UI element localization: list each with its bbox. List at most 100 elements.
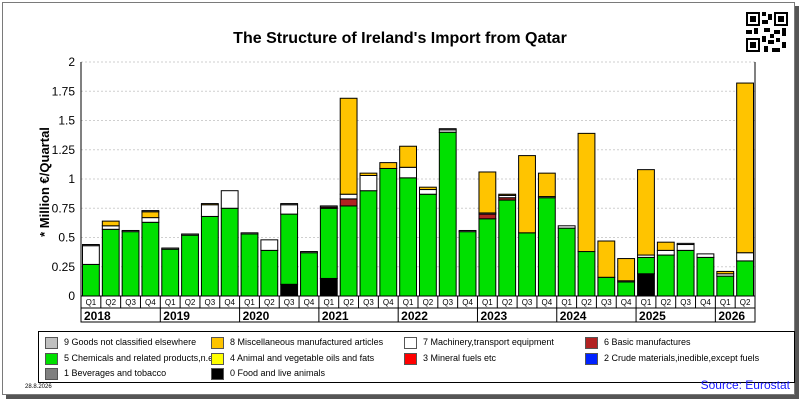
bar-segment [458,231,477,297]
x-tick-label: Q3 [522,298,533,307]
bar-segment [518,232,536,297]
bar-segment [82,245,100,265]
legend-item: 7 Machinery,transport equipment [404,336,554,349]
bar-segment [339,198,358,207]
bar-segment [419,186,437,191]
year-label: 2018 [84,309,111,323]
y-tick-label: 0.25 [52,260,76,274]
bar-segment [82,263,100,297]
year-label: 2019 [163,309,190,323]
bar-segment [696,256,715,297]
bar-segment [676,249,695,297]
bar-segment [676,244,695,251]
bar-segment [478,213,497,220]
bar-segment [339,97,358,195]
y-tick-label: 0 [68,289,75,303]
bar-segment [200,203,219,206]
bar-segment [359,190,378,297]
bar-segment [438,128,457,131]
bar-segment [161,248,180,297]
x-tick-label: Q2 [105,298,116,307]
bar-segment [637,169,655,256]
legend-swatch [211,336,224,349]
bar-segment [359,172,378,176]
x-tick-label: Q4 [462,298,473,307]
bar-segment [200,204,219,217]
bar-segment [696,253,715,258]
x-tick-labels: Q1 Q2 Q3 Q4 Q1 Q2 Q3 Q4 Q1 Q2 Q3 Q4 Q1 Q2 Q3 Q4 Q1 Q2 Q3 Q4… [80,295,756,309]
bar-segment [101,220,120,227]
legend-swatch [404,352,417,365]
bar-segment [399,166,418,179]
bar-segment [260,249,279,297]
bar-segment [141,210,160,213]
legend-item: 1 Beverages and tobacco [45,367,166,380]
bar-segment [656,249,675,256]
legend-swatch [45,367,58,380]
x-tick-label: Q3 [284,298,295,307]
legend-label: 6 Basic manufactures [604,337,691,347]
bar-segment [280,283,299,297]
x-tick-label: Q2 [502,298,513,307]
qr-code-icon [746,12,788,52]
bar-segment [597,240,616,278]
legend-label: 5 Chemicals and related products,n.e.s. [64,353,223,363]
bar-segment [379,162,398,169]
bar-segment [260,239,279,251]
legend-item: 6 Basic manufactures [585,336,691,349]
bar-segment [181,234,199,297]
x-tick-label: Q1 [561,298,572,307]
year-label: 2021 [322,309,349,323]
x-tick-label: Q1 [720,298,731,307]
bar-segment [359,174,378,192]
year-label: 2025 [639,309,666,323]
legend-label: 9 Goods not classified elsewhere [64,337,197,347]
legend-swatch [585,336,598,349]
legend-item: 8 Miscellaneous manufactured articles [211,336,383,349]
bar-segment [617,281,636,297]
legend-swatch [45,352,58,365]
x-tick-label: Q3 [205,298,216,307]
x-tick-label: Q1 [244,298,255,307]
bar-segment [141,221,160,297]
bar-segment [200,215,219,297]
x-tick-label: Q4 [700,298,711,307]
chart-svg: 0 0.25 0.5 0.75 1 1.25 1.5 1.75 2 Q1 Q2 Q3 Q4 Q1 Q2 Q3… [37,55,756,323]
x-tick-label: Q3 [680,298,691,307]
x-tick-label: Q3 [125,298,136,307]
legend-swatch [585,352,598,365]
bar-segment [438,131,457,297]
bar-segment [458,229,477,233]
x-tick-label: Q2 [740,298,751,307]
bar-segment [280,213,299,285]
bar-segment [637,256,655,275]
bar-segment [339,205,358,297]
bar-segment [181,233,199,236]
bar-segment [141,211,160,219]
bar-segment [656,254,675,297]
x-tick-label: Q3 [442,298,453,307]
legend: 9 Goods not classified elsewhere 8 Miscel… [38,331,795,383]
legend-item: 3 Mineral fuels etc [404,352,496,365]
legend-item: 0 Food and live animals [211,367,325,380]
x-tick-label: Q2 [343,298,354,307]
legend-label: 1 Beverages and tobacco [64,368,167,378]
year-label: 2022 [401,309,428,323]
legend-swatch [404,336,417,349]
y-tick-label: 1.75 [52,84,76,98]
bar-segment [736,82,754,254]
bar-segment [419,189,437,195]
x-tick-label: Q1 [641,298,652,307]
x-tick-label: Q1 [86,298,97,307]
x-tick-label: Q4 [542,298,553,307]
date-stamp: 28.8.2026 [25,384,52,390]
bar-segment [220,207,239,297]
y-tick-label: 0.5 [58,231,75,245]
legend-label: 7 Machinery,transport equipment [423,337,554,347]
x-tick-label: Q2 [660,298,671,307]
bar-segment [300,251,318,254]
x-tick-label: Q3 [601,298,612,307]
legend-label: 4 Animal and vegetable oils and fats [230,353,375,363]
bar-segment [319,277,338,297]
bar-segment [399,177,418,297]
